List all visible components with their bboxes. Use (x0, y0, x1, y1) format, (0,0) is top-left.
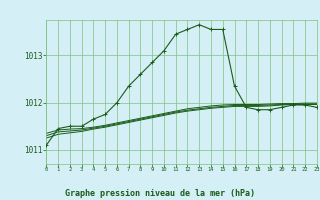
Text: Graphe pression niveau de la mer (hPa): Graphe pression niveau de la mer (hPa) (65, 189, 255, 198)
